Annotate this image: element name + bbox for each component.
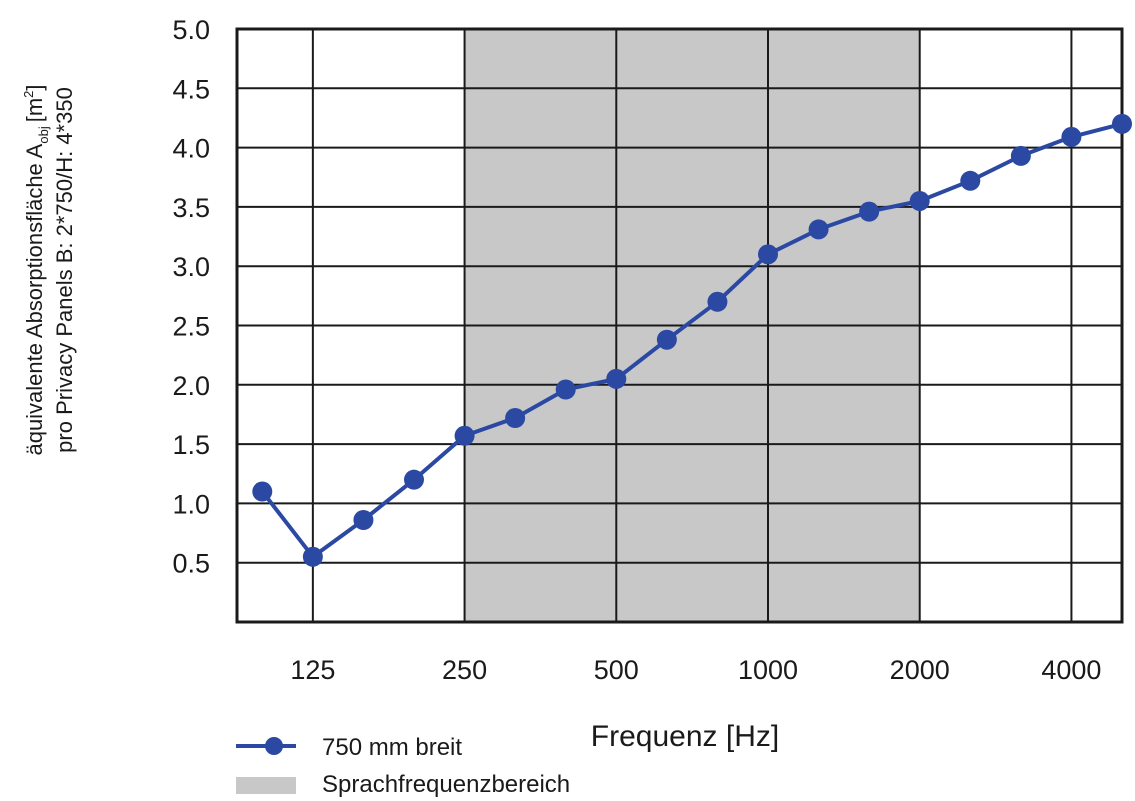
data-point: [404, 469, 424, 490]
plot-frame: [235, 27, 1124, 624]
y-axis-ticks: 0.5 1.0 1.5 2.0 2.5 3.0 3.5 4.0 4.5 5.0: [172, 15, 210, 579]
y-tick-label: 5.0: [172, 15, 210, 45]
data-point: [454, 425, 475, 446]
data-point: [505, 408, 526, 429]
legend-region-swatch: [236, 777, 296, 794]
plot-border: [235, 27, 1124, 624]
x-tick-label: 2000: [890, 655, 950, 685]
y-axis-label-line2: pro Privacy Panels B: 2*750/H: 4*350: [52, 87, 77, 453]
x-tick-label: 4000: [1041, 655, 1101, 685]
series-750mm: [252, 113, 1132, 567]
y-tick-label: 2.5: [172, 312, 210, 342]
data-point: [1010, 145, 1031, 166]
y-tick-label: 4.5: [172, 74, 210, 104]
data-point: [909, 190, 930, 211]
y-tick-label: 3.0: [172, 252, 210, 282]
data-point: [353, 510, 374, 531]
y-tick-label: 4.0: [172, 134, 210, 164]
legend-series-marker: [236, 737, 296, 755]
x-tick-label: 250: [442, 655, 487, 685]
legend-series-label: 750 mm breit: [322, 734, 462, 761]
data-point: [302, 546, 323, 567]
x-tick-label: 125: [290, 655, 335, 685]
data-point: [606, 368, 627, 389]
legend: 750 mm breit Sprachfrequenzbereich: [236, 734, 570, 798]
x-axis-ticks: 125 250 500 1000 2000 4000: [290, 655, 1101, 685]
data-point: [1061, 126, 1082, 147]
x-tick-label: 500: [594, 655, 639, 685]
y-tick-label: 2.0: [172, 371, 210, 401]
y-axis-label-line1: äquivalente Absorptionsfläche Aobj[m2]: [21, 84, 51, 455]
data-point: [252, 481, 273, 502]
y-tick-label: 1.5: [172, 430, 210, 460]
data-point: [707, 291, 728, 312]
data-point: [656, 329, 677, 350]
data-point: [1112, 113, 1132, 134]
data-point: [758, 244, 778, 265]
y-axis-label: äquivalente Absorptionsfläche Aobj[m2] p…: [21, 84, 77, 455]
legend-region-label: Sprachfrequenzbereich: [322, 771, 570, 798]
x-axis-label: Frequenz [Hz]: [591, 720, 779, 753]
data-point: [555, 379, 576, 400]
y-tick-label: 3.5: [172, 193, 210, 223]
y-tick-label: 0.5: [172, 549, 210, 579]
y-tick-label: 1.0: [172, 489, 210, 519]
x-tick-label: 1000: [738, 655, 798, 685]
data-point: [808, 219, 829, 240]
data-point: [859, 201, 880, 222]
data-point: [960, 170, 981, 191]
